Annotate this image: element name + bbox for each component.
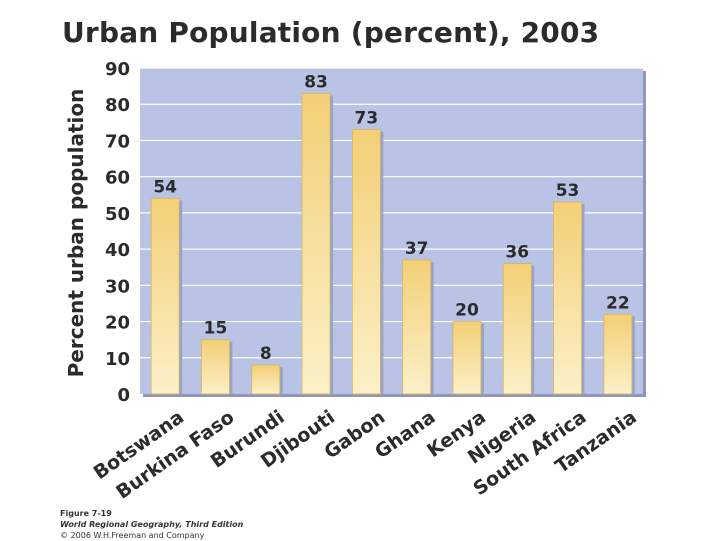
y-tick-label: 10: [105, 349, 130, 370]
bar: [201, 339, 230, 395]
data-label: 37: [405, 239, 429, 259]
y-tick-label: 40: [105, 240, 130, 261]
bar: [553, 201, 582, 395]
data-label: 54: [153, 177, 177, 197]
chart-title: Urban Population (percent), 2003: [62, 16, 600, 49]
copyright: © 2006 W.H.Freeman and Company: [60, 531, 205, 540]
y-tick-label: 80: [105, 95, 130, 116]
data-label: 83: [304, 72, 328, 92]
data-label: 20: [455, 301, 479, 321]
y-axis-label: Percent urban population: [64, 89, 88, 378]
bar: [502, 263, 532, 395]
bar: [301, 92, 331, 395]
bar: [452, 321, 482, 395]
bar: [150, 197, 180, 395]
data-label: 36: [505, 243, 529, 263]
data-label: 22: [606, 293, 630, 313]
figure-number: Figure 7-19: [60, 509, 112, 518]
bar: [402, 259, 432, 395]
figure-caption: Figure 7-19 World Regional Geography, Th…: [60, 508, 243, 541]
data-label: 73: [355, 109, 379, 129]
y-tick-label: 70: [105, 131, 130, 152]
y-tick-label: 20: [105, 313, 130, 334]
y-tick-label: 60: [105, 168, 130, 189]
book-title: World Regional Geography, Third Edition: [60, 520, 244, 529]
data-label: 15: [204, 319, 228, 339]
y-tick-label: 50: [105, 204, 130, 225]
y-tick-label: 0: [117, 385, 130, 406]
y-tick-label: 30: [105, 276, 130, 297]
y-tick-label: 90: [105, 59, 130, 80]
data-label: 53: [556, 181, 580, 201]
bar: [251, 364, 281, 395]
bar: [351, 129, 381, 395]
data-label: 8: [260, 344, 272, 364]
bar: [603, 313, 633, 395]
